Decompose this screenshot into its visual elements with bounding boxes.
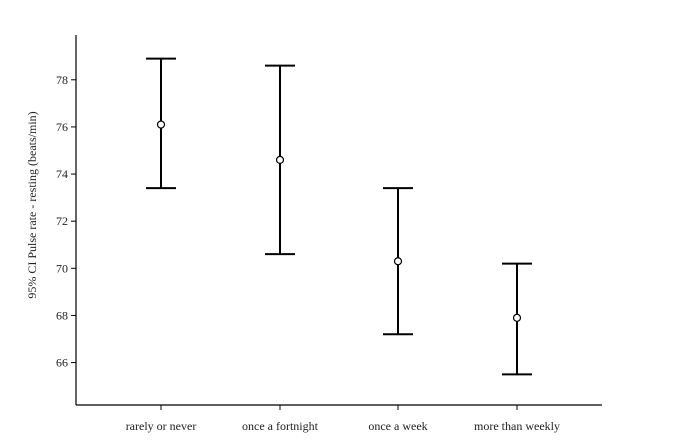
x-tick-label: once a week <box>368 419 427 433</box>
error-bars <box>146 57 532 376</box>
y-ticks: 66 68 70 72 74 76 78 <box>56 73 76 370</box>
y-tick-label: 74 <box>56 167 68 181</box>
mean-point <box>512 313 522 322</box>
y-tick-label: 70 <box>56 261 68 275</box>
error-bar-group <box>265 64 295 256</box>
mean-point <box>393 257 403 266</box>
mean-point <box>275 155 285 165</box>
error-bar-group <box>146 57 176 190</box>
error-bar-group <box>383 187 413 336</box>
x-tick-label: rarely or never <box>126 419 197 433</box>
x-tick-label: once a fortnight <box>242 419 319 433</box>
y-tick-label: 66 <box>56 356 68 370</box>
error-bar-group <box>502 262 532 376</box>
x-ticks: rarely or never once a fortnight once a we… <box>126 405 560 433</box>
y-tick-label: 68 <box>56 308 68 322</box>
mean-point <box>156 120 166 129</box>
axes <box>75 35 602 406</box>
x-tick-label: more than weekly <box>474 419 560 433</box>
y-axis-title: 95% CI Pulse rate - resting (beats/min) <box>25 111 39 298</box>
y-tick-label: 72 <box>56 214 68 228</box>
y-tick-label: 78 <box>56 73 68 87</box>
y-tick-label: 76 <box>56 120 68 134</box>
